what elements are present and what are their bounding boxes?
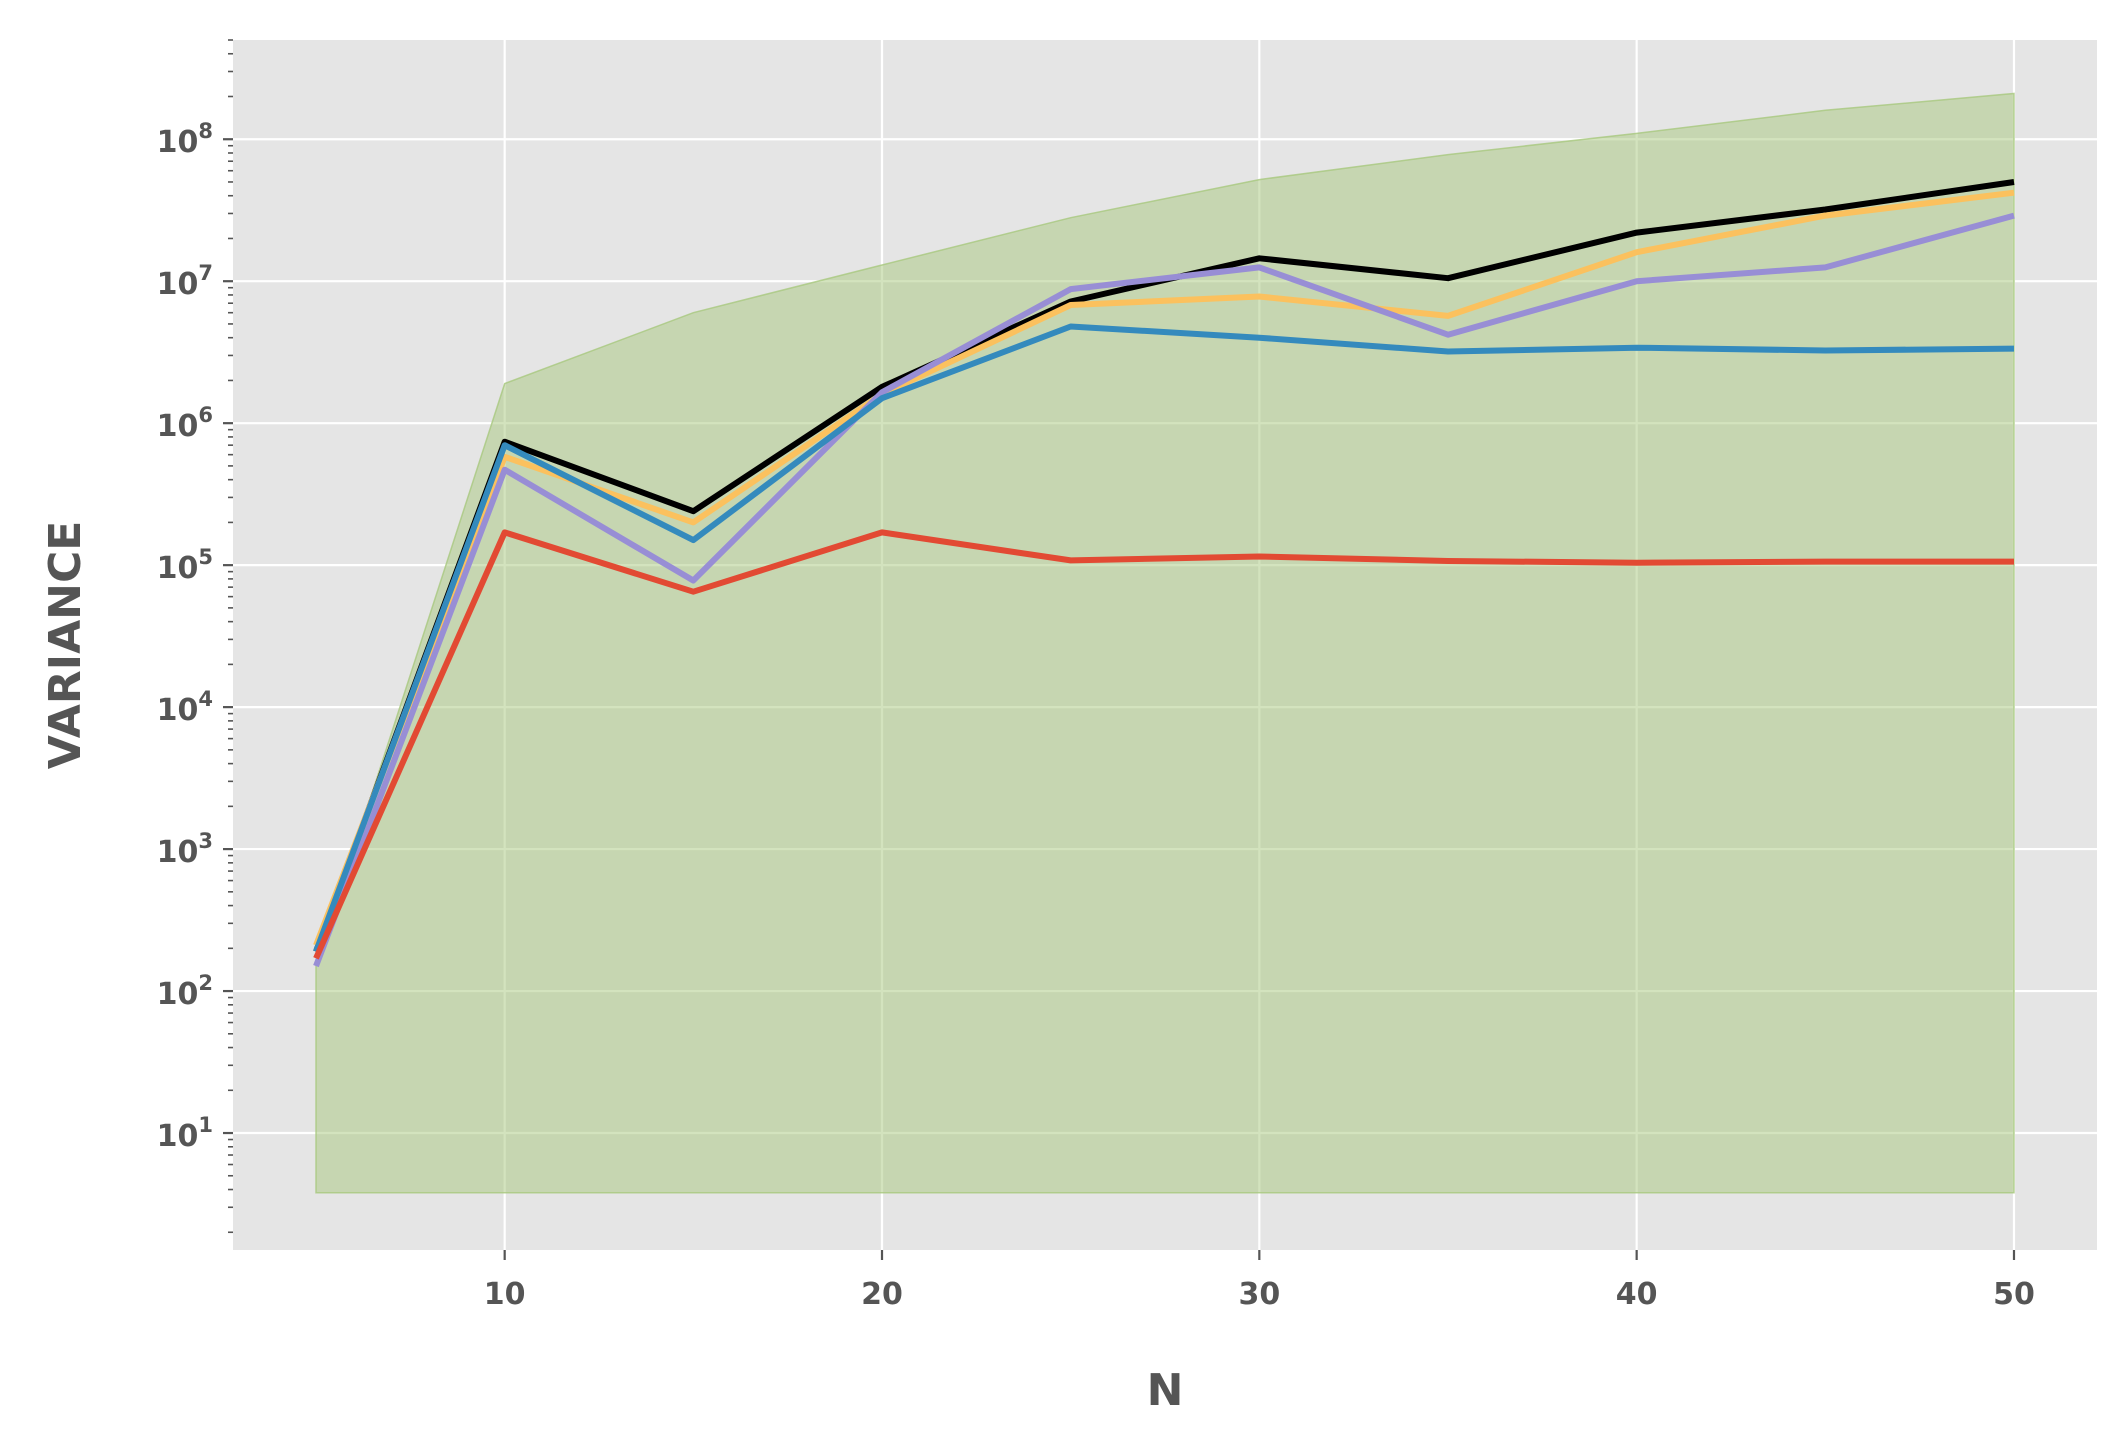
x-tick-label: 20	[861, 1277, 903, 1312]
x-tick-label: 50	[1993, 1277, 2035, 1312]
y-tick-label: 108	[157, 119, 213, 160]
series-line-4	[313, 323, 2015, 953]
series-lines	[313, 179, 2015, 968]
x-tick-label: 10	[484, 1277, 526, 1312]
x-tick-label: 40	[1616, 1277, 1658, 1312]
y-tick-label: 106	[157, 403, 213, 444]
y-axis-title: VARIANCE	[40, 521, 91, 770]
range-band	[315, 92, 2015, 1194]
y-tick-label: 103	[157, 829, 213, 870]
y-tick-label: 105	[157, 545, 213, 586]
y-tick-label: 101	[157, 1113, 213, 1154]
x-tick-label: 30	[1238, 1277, 1280, 1312]
x-axis-ticks: 10 20 30 40 50	[484, 1250, 2035, 1312]
y-tick-label: 104	[157, 687, 213, 728]
series-line-5	[313, 529, 2014, 960]
range-band-area	[315, 92, 2015, 1194]
series-line-3	[313, 212, 2015, 968]
y-tick-label: 102	[157, 971, 213, 1012]
x-axis-title: N	[1147, 1365, 1184, 1416]
y-tick-label: 107	[157, 261, 213, 302]
y-axis-ticks: 101 102 103 104 105 106 107 108	[157, 39, 233, 1234]
